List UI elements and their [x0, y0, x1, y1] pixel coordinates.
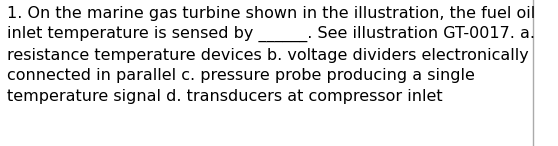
Text: 1. On the marine gas turbine shown in the illustration, the fuel oil
inlet tempe: 1. On the marine gas turbine shown in th… [7, 6, 535, 104]
